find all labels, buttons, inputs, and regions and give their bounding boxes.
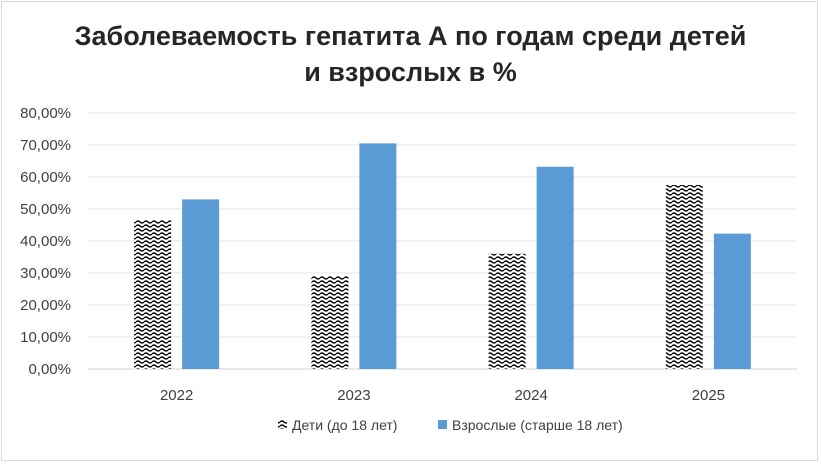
legend-label-adults: Взрослые (старше 18 лет) — [452, 417, 623, 433]
chart-title-line1: Заболеваемость гепатита А по годам среди… — [74, 21, 747, 51]
y-tick-label: 20,00% — [20, 297, 71, 314]
bar-children-2022 — [134, 220, 172, 369]
y-tick-label: 60,00% — [20, 169, 71, 186]
bar-children-2023 — [311, 276, 349, 369]
bar-adults-2022 — [182, 199, 220, 369]
legend-label-children: Дети (до 18 лет) — [292, 417, 397, 433]
y-tick-label: 30,00% — [20, 265, 71, 282]
x-category-label: 2023 — [337, 387, 370, 404]
y-tick-label: 40,00% — [20, 233, 71, 250]
legend-swatch-children — [278, 420, 287, 429]
y-tick-label: 10,00% — [20, 329, 71, 346]
chart-title: Заболеваемость гепатита А по годам среди… — [0, 18, 821, 90]
y-axis-ticks: 0,00% 10,00% 20,00% 30,00% 40,00% 50,00% 60,00… — [20, 105, 71, 378]
y-tick-label: 0,00% — [28, 361, 71, 378]
bar-children-2025 — [665, 185, 703, 369]
y-tick-label: 80,00% — [20, 105, 71, 122]
bar-adults-2024 — [536, 166, 574, 369]
bar-adults-2023 — [359, 143, 397, 369]
legend: Дети (до 18 лет) Взрослые (старше 18 лет) — [278, 417, 623, 433]
legend-swatch-adults — [438, 420, 447, 429]
y-tick-label: 50,00% — [20, 201, 71, 218]
bar-children-2024 — [488, 253, 526, 369]
y-tick-label: 70,00% — [20, 137, 71, 154]
bar-adults-2025 — [713, 233, 751, 369]
bars — [134, 143, 751, 369]
x-category-label: 2025 — [692, 387, 725, 404]
chart-title-line2: и взрослых в % — [304, 57, 517, 87]
x-category-label: 2024 — [514, 387, 547, 404]
x-category-label: 2022 — [160, 387, 193, 404]
x-axis-categories: 2022 2023 2024 2025 — [160, 387, 725, 404]
